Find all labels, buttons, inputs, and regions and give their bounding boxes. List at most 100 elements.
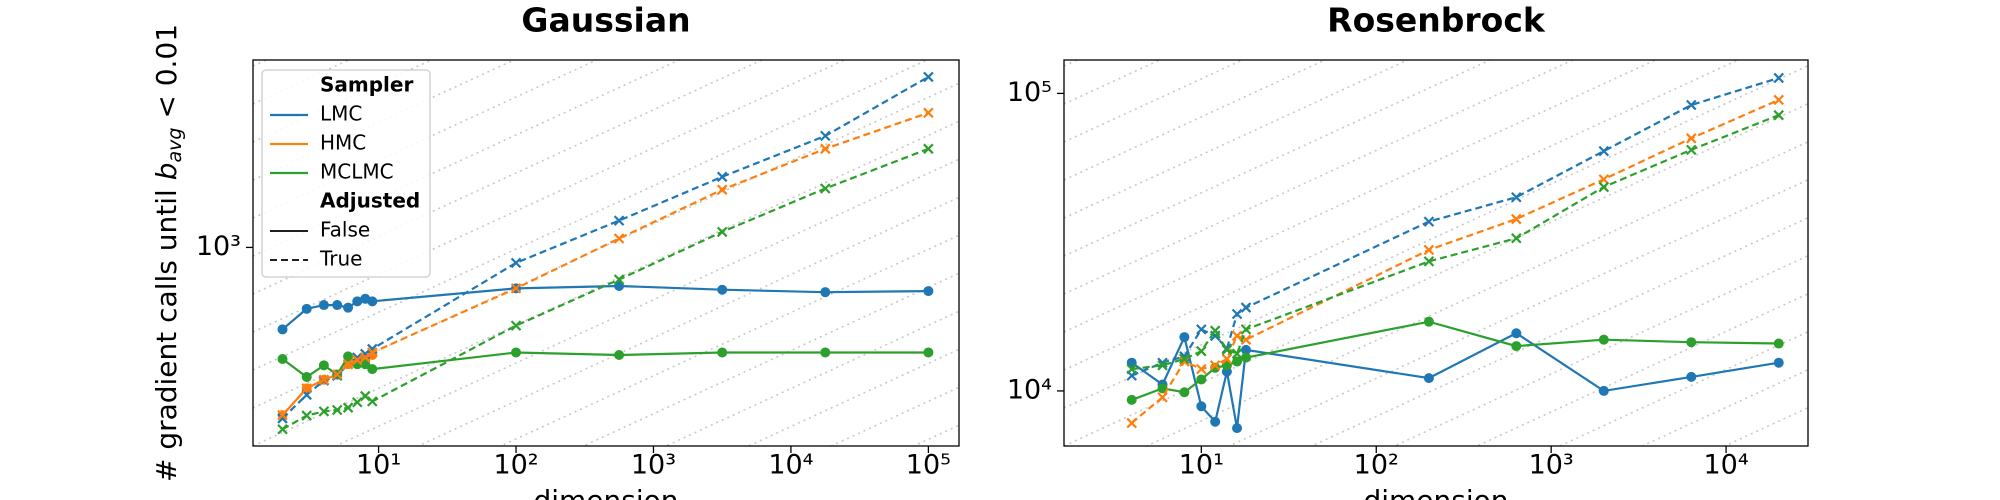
point <box>332 300 343 311</box>
point <box>1232 356 1243 367</box>
point <box>717 347 728 358</box>
point <box>1179 387 1190 398</box>
point-x <box>331 404 343 416</box>
chart-title: Gaussian <box>521 1 690 40</box>
point-x <box>1511 191 1522 203</box>
point-x <box>613 233 625 244</box>
point-x <box>613 215 625 226</box>
point-x <box>1179 353 1190 365</box>
point-x <box>367 396 378 407</box>
point-x <box>301 383 312 394</box>
point-x <box>342 358 354 370</box>
point-x <box>1209 360 1221 371</box>
x-axis-label: dimension <box>1363 484 1508 500</box>
y-label-var: b <box>150 163 183 181</box>
point <box>1126 394 1137 405</box>
point <box>923 286 934 297</box>
point <box>318 360 329 371</box>
point-x <box>352 354 363 366</box>
point-x <box>716 171 728 183</box>
point <box>717 284 728 295</box>
point-x <box>510 257 522 269</box>
point <box>1423 373 1434 384</box>
axes-frame <box>252 59 960 447</box>
legend-label: False <box>320 218 370 242</box>
point <box>820 287 831 298</box>
point-x <box>318 374 330 386</box>
legend-label: True <box>319 247 362 271</box>
axes-frame <box>1063 59 1809 447</box>
point-x <box>820 130 831 142</box>
point <box>1423 316 1434 327</box>
point-x <box>1221 344 1233 356</box>
point-x <box>1598 181 1610 193</box>
point-x <box>1157 392 1168 403</box>
point-x <box>1511 232 1522 244</box>
point <box>343 351 354 362</box>
point-x <box>923 71 934 83</box>
point <box>1598 334 1609 345</box>
series-line <box>1131 114 1780 371</box>
x-axis-label: dimension <box>533 484 678 500</box>
point-x <box>277 413 288 424</box>
point-x <box>1773 72 1785 84</box>
point-x <box>1196 363 1207 375</box>
point-x <box>1773 94 1785 106</box>
point-x <box>1231 308 1243 320</box>
point-x <box>1231 330 1243 342</box>
point-x <box>277 423 288 435</box>
legend-heading: Sampler <box>320 73 413 97</box>
guide-line <box>1309 217 1808 446</box>
x-tick-label: 10³ <box>631 450 676 481</box>
point-x <box>1126 363 1138 375</box>
guide-line <box>1064 60 1493 257</box>
x-tick-label: 10¹ <box>356 450 401 481</box>
y-tick-label: 10⁵ <box>1007 77 1052 108</box>
point <box>367 296 378 307</box>
point <box>277 353 288 364</box>
point <box>1210 416 1221 427</box>
legend-label: LMC <box>320 102 362 126</box>
guide-line <box>1064 60 1575 295</box>
point-x <box>359 390 371 402</box>
guide-line <box>1064 103 1808 446</box>
point <box>352 296 363 307</box>
point-x <box>1423 244 1435 256</box>
point-x <box>716 226 728 238</box>
point-x <box>820 183 831 194</box>
point-x <box>331 369 343 380</box>
point <box>1773 338 1784 349</box>
point-x <box>1196 324 1207 335</box>
point-x <box>820 143 831 155</box>
point <box>1598 385 1609 396</box>
point-x <box>1221 353 1233 365</box>
x-tick-label: 10⁵ <box>906 450 951 481</box>
point <box>1179 332 1190 343</box>
point-x <box>367 347 378 358</box>
point-x <box>1598 145 1610 157</box>
series-line <box>281 284 929 331</box>
point-x <box>1231 348 1243 359</box>
guide-line <box>1392 255 1808 446</box>
point-x <box>923 143 934 155</box>
point-x <box>613 274 625 285</box>
point-x <box>1686 144 1697 156</box>
point-x <box>1598 174 1610 185</box>
point <box>301 303 312 314</box>
point-x <box>1209 325 1221 336</box>
point-x <box>510 320 522 331</box>
point <box>367 364 378 375</box>
point-x <box>1126 417 1138 429</box>
series-line <box>1131 76 1780 377</box>
point-x <box>1157 360 1168 371</box>
point <box>820 347 831 358</box>
point <box>1686 371 1697 382</box>
y-label-text: < 0.01 <box>150 24 183 128</box>
point-x <box>277 409 288 421</box>
point <box>1240 344 1251 355</box>
y-label-sub: avg <box>164 128 186 163</box>
point <box>1686 337 1697 348</box>
point-x <box>1240 302 1252 313</box>
guide-line <box>1064 60 1658 333</box>
